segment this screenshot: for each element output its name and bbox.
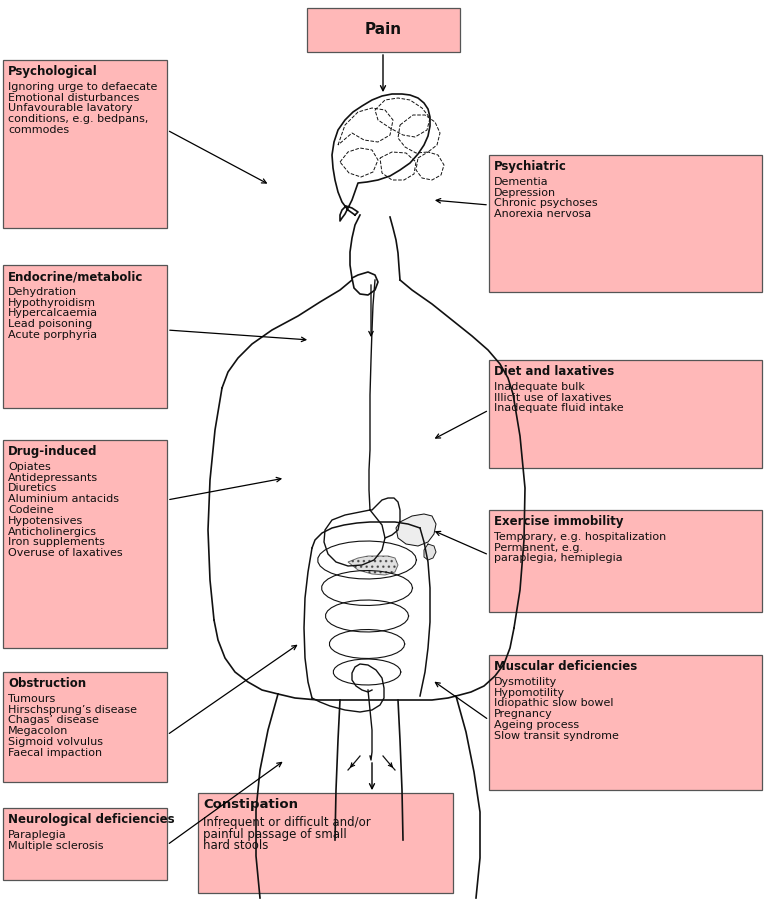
FancyBboxPatch shape <box>3 672 167 782</box>
Text: Megacolon: Megacolon <box>8 726 68 736</box>
Text: Ignoring urge to defaecate: Ignoring urge to defaecate <box>8 82 157 92</box>
FancyBboxPatch shape <box>489 360 762 468</box>
Text: Infrequent or difficult and/or: Infrequent or difficult and/or <box>203 816 370 829</box>
Text: Psychological: Psychological <box>8 65 97 78</box>
Text: commodes: commodes <box>8 125 69 135</box>
Text: Obstruction: Obstruction <box>8 677 86 690</box>
Text: Neurological deficiencies: Neurological deficiencies <box>8 813 175 826</box>
Text: Pregnancy: Pregnancy <box>494 709 553 719</box>
Text: Chronic psychoses: Chronic psychoses <box>494 198 597 208</box>
Text: Endocrine/metabolic: Endocrine/metabolic <box>8 270 143 283</box>
Text: Dementia: Dementia <box>494 177 548 187</box>
Text: Anticholinergics: Anticholinergics <box>8 527 97 537</box>
Text: Paraplegia: Paraplegia <box>8 830 67 840</box>
FancyBboxPatch shape <box>489 155 762 292</box>
Text: Psychiatric: Psychiatric <box>494 160 567 173</box>
Text: Faecal impaction: Faecal impaction <box>8 748 102 758</box>
Text: Inadequate fluid intake: Inadequate fluid intake <box>494 403 624 413</box>
Text: painful passage of small: painful passage of small <box>203 828 347 841</box>
Text: Constipation: Constipation <box>203 798 298 811</box>
Text: Drug-induced: Drug-induced <box>8 445 97 458</box>
Text: Antidepressants: Antidepressants <box>8 473 98 483</box>
Text: Permanent, e.g.: Permanent, e.g. <box>494 542 583 553</box>
Text: Multiple sclerosis: Multiple sclerosis <box>8 841 104 851</box>
Text: Chagas’ disease: Chagas’ disease <box>8 715 99 725</box>
Text: Aluminium antacids: Aluminium antacids <box>8 494 119 504</box>
Text: Pain: Pain <box>365 23 402 38</box>
Polygon shape <box>424 544 436 560</box>
Text: Codeine: Codeine <box>8 505 54 515</box>
Text: Hypomotility: Hypomotility <box>494 687 565 697</box>
FancyBboxPatch shape <box>489 655 762 790</box>
Text: Exercise immobility: Exercise immobility <box>494 515 624 528</box>
Text: paraplegia, hemiplegia: paraplegia, hemiplegia <box>494 553 623 564</box>
FancyBboxPatch shape <box>489 510 762 612</box>
Text: Slow transit syndrome: Slow transit syndrome <box>494 731 619 741</box>
Text: Sigmoid volvulus: Sigmoid volvulus <box>8 737 103 747</box>
FancyBboxPatch shape <box>307 8 460 52</box>
Text: hard stools: hard stools <box>203 839 268 852</box>
Text: Dehydration: Dehydration <box>8 287 77 297</box>
Text: Emotional disturbances: Emotional disturbances <box>8 93 140 103</box>
Text: Lead poisoning: Lead poisoning <box>8 319 92 329</box>
Text: Dysmotility: Dysmotility <box>494 676 558 686</box>
Text: Hirschsprung’s disease: Hirschsprung’s disease <box>8 704 137 714</box>
Text: Illicit use of laxatives: Illicit use of laxatives <box>494 392 611 402</box>
Text: conditions, e.g. bedpans,: conditions, e.g. bedpans, <box>8 115 148 124</box>
Text: Hypotensives: Hypotensives <box>8 516 84 526</box>
Polygon shape <box>396 514 436 546</box>
FancyBboxPatch shape <box>3 60 167 228</box>
Text: Iron supplements: Iron supplements <box>8 538 105 548</box>
Text: Opiates: Opiates <box>8 462 51 472</box>
FancyBboxPatch shape <box>3 440 167 648</box>
Text: Tumours: Tumours <box>8 694 55 704</box>
Text: Unfavourable lavatory: Unfavourable lavatory <box>8 104 133 114</box>
Text: Hypercalcaemia: Hypercalcaemia <box>8 308 98 318</box>
Text: Idiopathic slow bowel: Idiopathic slow bowel <box>494 698 614 708</box>
Text: Inadequate bulk: Inadequate bulk <box>494 382 585 391</box>
Text: Diuretics: Diuretics <box>8 483 58 493</box>
Text: Diet and laxatives: Diet and laxatives <box>494 365 614 378</box>
Text: Acute porphyria: Acute porphyria <box>8 330 97 340</box>
Text: Overuse of laxatives: Overuse of laxatives <box>8 548 123 558</box>
Text: Hypothyroidism: Hypothyroidism <box>8 298 96 308</box>
Text: Depression: Depression <box>494 188 556 198</box>
Text: Anorexia nervosa: Anorexia nervosa <box>494 209 591 219</box>
Text: Temporary, e.g. hospitalization: Temporary, e.g. hospitalization <box>494 532 667 542</box>
Text: Muscular deficiencies: Muscular deficiencies <box>494 660 637 673</box>
FancyBboxPatch shape <box>3 808 167 880</box>
FancyBboxPatch shape <box>198 793 453 893</box>
FancyBboxPatch shape <box>3 265 167 408</box>
Polygon shape <box>348 556 398 575</box>
Text: Ageing process: Ageing process <box>494 720 579 730</box>
